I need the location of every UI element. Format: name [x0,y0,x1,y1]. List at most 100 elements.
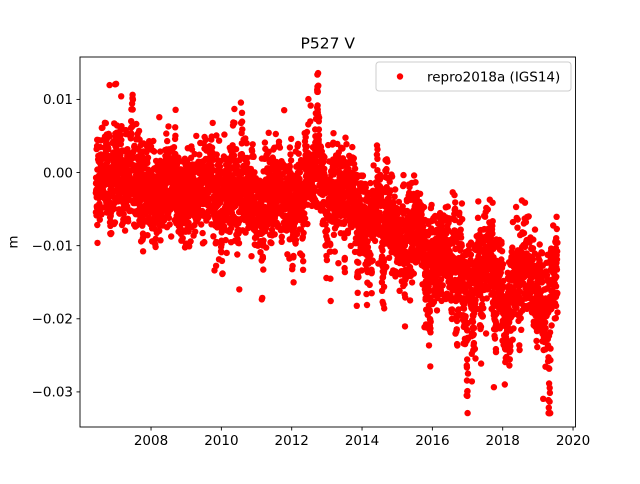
data-point [463,327,471,334]
data-point [499,261,507,268]
data-point [426,308,433,315]
data-point [223,249,230,257]
y-tick-label: −0.01 [32,238,73,254]
data-point [364,238,371,245]
data-point [250,153,257,160]
x-tick-label: 2018 [486,433,520,449]
data-point [380,256,388,263]
x-tick-label: 2014 [345,433,379,449]
data-point [534,343,541,351]
y-tick-label: 0.01 [43,92,73,108]
data-point [278,238,285,245]
data-point [208,144,216,151]
data-point [392,268,399,275]
data-point [386,178,393,185]
data-point [289,262,296,270]
data-point [530,236,537,243]
data-point [259,294,266,302]
data-point [390,198,397,206]
data-point [553,225,560,233]
data-point [129,91,136,99]
data-point [520,229,528,237]
data-point [357,196,364,203]
data-point [150,137,157,145]
y-axis-ticks: 0.010.00−0.01−0.02−0.03 [32,92,80,401]
data-point [552,302,560,309]
data-point [388,173,396,180]
data-point [545,404,552,411]
data-point [544,275,551,283]
data-point [111,219,119,226]
data-point [547,356,554,364]
data-point [553,256,561,263]
data-point [367,179,374,187]
data-point [315,136,322,143]
data-point [172,124,179,131]
data-point [228,224,235,232]
data-point [165,214,173,222]
data-point [278,233,285,240]
y-tick-label: 0.00 [43,165,73,181]
data-point [385,195,392,202]
data-point [451,191,458,199]
data-point [218,257,226,265]
data-point [547,345,554,352]
data-point [125,218,132,225]
data-point [454,342,461,349]
data-point [463,377,471,384]
data-point [546,329,554,336]
data-point [464,356,471,363]
data-point [416,190,424,197]
data-point [330,231,338,238]
data-point [359,172,367,179]
data-point [475,198,482,205]
data-point [554,239,561,246]
data-point [384,158,391,165]
data-point [484,206,491,213]
y-axis-label: m [6,235,22,248]
data-point [380,283,388,290]
data-point [451,258,458,266]
data-point [163,130,170,137]
data-point [376,176,384,183]
legend-marker-icon [396,73,404,80]
data-point [135,127,143,135]
data-point [298,252,306,259]
data-point [350,155,357,162]
data-point [362,184,369,191]
data-point [501,381,508,388]
data-point [249,141,256,148]
data-point [367,251,374,259]
data-point [94,221,101,229]
data-point [459,216,466,223]
data-point [538,279,546,286]
data-point [321,153,328,161]
data-point [553,266,561,273]
data-point [468,378,476,385]
data-point [477,323,485,330]
data-point [483,295,490,302]
data-point [518,326,525,333]
data-point [457,226,464,233]
data-point [275,138,283,145]
data-point [498,248,506,255]
data-point [104,171,112,178]
data-point [548,322,555,329]
data-point [219,270,226,277]
data-point [401,323,409,330]
data-point [438,222,445,229]
data-point [221,131,228,138]
legend-label: repro2018a (IGS14) [427,70,560,86]
data-point [290,252,297,260]
data-point [242,135,249,142]
data-point [383,263,390,271]
data-point [349,143,356,151]
data-point [327,241,334,249]
data-point [536,241,543,248]
data-point [202,136,209,143]
data-point [341,268,349,276]
data-point [303,128,311,136]
data-point [272,130,279,138]
data-point [410,172,418,179]
